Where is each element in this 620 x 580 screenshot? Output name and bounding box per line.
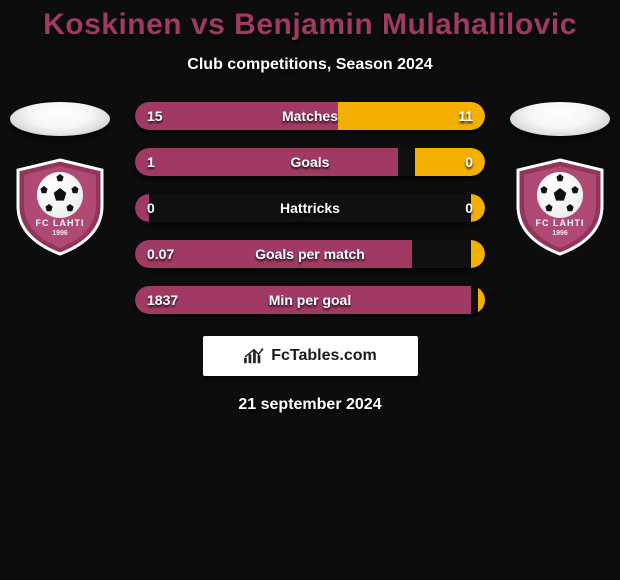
- date-text: 21 september 2024: [0, 396, 620, 414]
- soccer-ball-icon: [37, 172, 83, 218]
- stat-fill-right: [471, 240, 485, 268]
- club-badge-right: FC LAHTI 1996: [510, 158, 610, 256]
- stat-row: 15 Matches 11: [135, 102, 485, 130]
- bar-chart-icon: [243, 347, 265, 365]
- stat-value-left: 15: [147, 102, 163, 130]
- stat-label: Matches: [282, 102, 338, 130]
- stat-label: Min per goal: [269, 286, 351, 314]
- stat-bars: 15Matches111Goals00Hattricks00.07Goals p…: [135, 102, 485, 314]
- stat-row: 1837 Min per goal: [135, 286, 485, 314]
- club-name-left: FC LAHTI: [10, 218, 110, 228]
- stat-row: 0.07 Goals per match: [135, 240, 485, 268]
- brand-text: FcTables.com: [271, 347, 377, 365]
- avatar-placeholder-right: [510, 102, 610, 136]
- subtitle: Club competitions, Season 2024: [0, 56, 620, 74]
- stat-value-left: 1837: [147, 286, 178, 314]
- stat-fill-left: [135, 148, 398, 176]
- stat-fill-right: [415, 148, 485, 176]
- club-year-right: 1996: [510, 230, 610, 237]
- stat-label: Goals per match: [255, 240, 365, 268]
- stat-value-right: 11: [458, 102, 473, 130]
- player-left-column: FC LAHTI 1996: [0, 102, 120, 256]
- stat-label: Hattricks: [280, 194, 340, 222]
- stat-row: 1 Goals 0: [135, 148, 485, 176]
- stat-label: Goals: [291, 148, 330, 176]
- stat-value-left: 1: [147, 148, 155, 176]
- brand-badge[interactable]: FcTables.com: [203, 336, 418, 376]
- avatar-placeholder-left: [10, 102, 110, 136]
- comparison-arena: FC LAHTI 1996 FC LAHTI 1996 15Matches111…: [0, 102, 620, 314]
- club-year-left: 1996: [10, 230, 110, 237]
- club-badge-left: FC LAHTI 1996: [10, 158, 110, 256]
- stat-row: 0 Hattricks 0: [135, 194, 485, 222]
- stat-fill-right: [471, 194, 485, 222]
- stat-value-left: 0.07: [147, 240, 174, 268]
- stat-value-left: 0: [147, 194, 155, 222]
- club-name-right: FC LAHTI: [510, 218, 610, 228]
- page-title: Koskinen vs Benjamin Mulahalilovic: [0, 8, 620, 42]
- player-right-column: FC LAHTI 1996: [500, 102, 620, 256]
- stat-value-right: 0: [465, 194, 473, 222]
- stat-value-right: 0: [465, 148, 473, 176]
- soccer-ball-icon: [537, 172, 583, 218]
- stat-fill-right: [478, 286, 485, 314]
